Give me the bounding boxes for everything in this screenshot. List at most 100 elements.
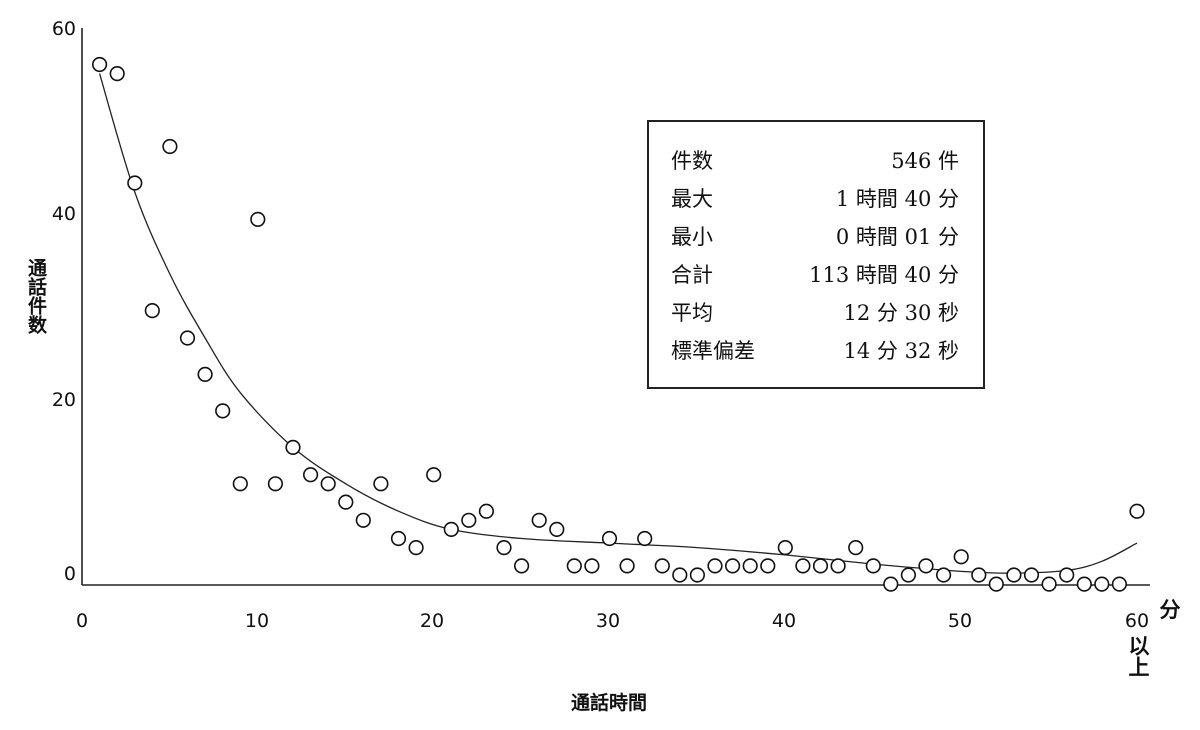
data-point <box>179 330 196 346</box>
data-point <box>1023 567 1040 583</box>
stats-value: 12 分 30 秒 <box>843 301 959 325</box>
stats-label: 標準偏差 <box>671 339 755 363</box>
data-point <box>760 558 776 574</box>
data-point <box>373 476 389 492</box>
data-point <box>127 175 143 191</box>
data-point <box>109 65 125 82</box>
data-point <box>777 539 793 556</box>
data-point <box>601 530 618 547</box>
x-tick-label: 40 <box>772 610 796 632</box>
x-tick-label: 60 <box>1125 610 1149 632</box>
data-point <box>355 512 371 528</box>
data-point <box>1129 503 1145 519</box>
data-point <box>918 558 934 574</box>
data-point <box>883 576 899 592</box>
data-point <box>390 530 407 547</box>
x-unit-label: 分 <box>1160 598 1181 622</box>
data-point <box>935 567 952 583</box>
y-tick-labels: 0 20 40 60 <box>52 18 76 585</box>
data-point <box>971 567 987 583</box>
data-point <box>513 558 530 574</box>
data-point <box>91 56 108 73</box>
data-point <box>250 211 266 227</box>
data-point <box>338 494 354 510</box>
stats-row-total: 合計 113 時間 40 分 <box>671 256 959 292</box>
data-points <box>91 56 1145 592</box>
data-point <box>215 403 231 419</box>
stats-label: 平均 <box>671 301 713 325</box>
stats-value: 14 分 32 秒 <box>843 339 959 363</box>
data-point <box>320 476 336 492</box>
data-point <box>848 539 864 556</box>
data-point <box>1094 576 1110 592</box>
x-tick-label: 50 <box>948 610 972 632</box>
data-point <box>654 558 670 574</box>
stats-label: 最小 <box>671 225 713 249</box>
data-point <box>830 558 846 574</box>
data-point <box>988 576 1004 592</box>
data-point <box>426 467 442 483</box>
x-tick-label: 10 <box>245 610 269 632</box>
axes <box>81 28 1150 586</box>
stats-row-min: 最小 0 時間 01 分 <box>671 218 959 254</box>
stats-label: 件数 <box>671 149 713 173</box>
data-point <box>900 567 917 583</box>
x-tick-label: 20 <box>420 610 444 632</box>
data-point <box>1059 567 1075 583</box>
stats-row-mean: 平均 12 分 30 秒 <box>671 294 959 330</box>
data-point <box>197 366 213 383</box>
data-point <box>707 558 723 574</box>
trend-line <box>98 73 1138 574</box>
x-last-label: 以上 <box>1126 635 1150 677</box>
stats-row-count: 件数 546 件 <box>671 142 959 178</box>
data-point <box>689 567 706 583</box>
data-point <box>496 539 512 556</box>
data-point <box>478 503 495 519</box>
data-point <box>232 476 248 492</box>
stats-label: 合計 <box>671 263 713 287</box>
data-point <box>267 476 284 492</box>
data-point <box>144 303 160 319</box>
x-tick-label: 0 <box>76 610 88 632</box>
stats-row-stddev: 標準偏差 14 分 32 秒 <box>671 332 959 368</box>
data-point <box>549 521 565 538</box>
stats-value: 546 件 <box>891 149 959 173</box>
y-tick-label: 40 <box>52 203 76 225</box>
data-point <box>285 439 301 456</box>
data-point <box>724 558 741 574</box>
data-point <box>637 530 653 547</box>
data-point <box>619 558 635 574</box>
stats-value: 113 時間 40 分 <box>809 263 959 287</box>
y-tick-label: 60 <box>52 18 76 40</box>
x-tick-labels: 0 10 20 30 40 50 60 <box>76 610 1149 632</box>
data-point <box>443 521 459 538</box>
x-axis-title: 通話時間 <box>571 691 647 714</box>
data-point <box>953 549 969 565</box>
y-axis-title: 通話件数 <box>25 258 47 335</box>
statistics-box: 件数 546 件 最大 1 時間 40 分 最小 0 時間 01 分 合計 11… <box>647 120 985 389</box>
data-point <box>812 558 829 574</box>
stats-row-max: 最大 1 時間 40 分 <box>671 180 959 216</box>
data-point <box>865 558 881 574</box>
data-point <box>408 539 424 556</box>
data-point <box>672 567 688 583</box>
data-point <box>1076 576 1092 592</box>
stats-value: 1 時間 40 分 <box>835 187 959 211</box>
data-point <box>1041 576 1057 592</box>
data-point <box>162 138 178 155</box>
stats-value: 0 時間 01 分 <box>835 225 959 249</box>
data-point <box>1111 576 1127 592</box>
y-tick-label: 20 <box>52 389 76 411</box>
x-tick-label: 30 <box>596 610 620 632</box>
data-point <box>795 558 811 574</box>
data-point <box>566 558 582 574</box>
data-point <box>1006 567 1022 583</box>
y-tick-label: 0 <box>64 563 76 585</box>
data-point <box>531 512 547 528</box>
data-point <box>742 558 758 574</box>
data-point <box>303 467 319 483</box>
stats-label: 最大 <box>671 187 713 211</box>
data-point <box>584 558 600 574</box>
data-point <box>461 512 477 528</box>
